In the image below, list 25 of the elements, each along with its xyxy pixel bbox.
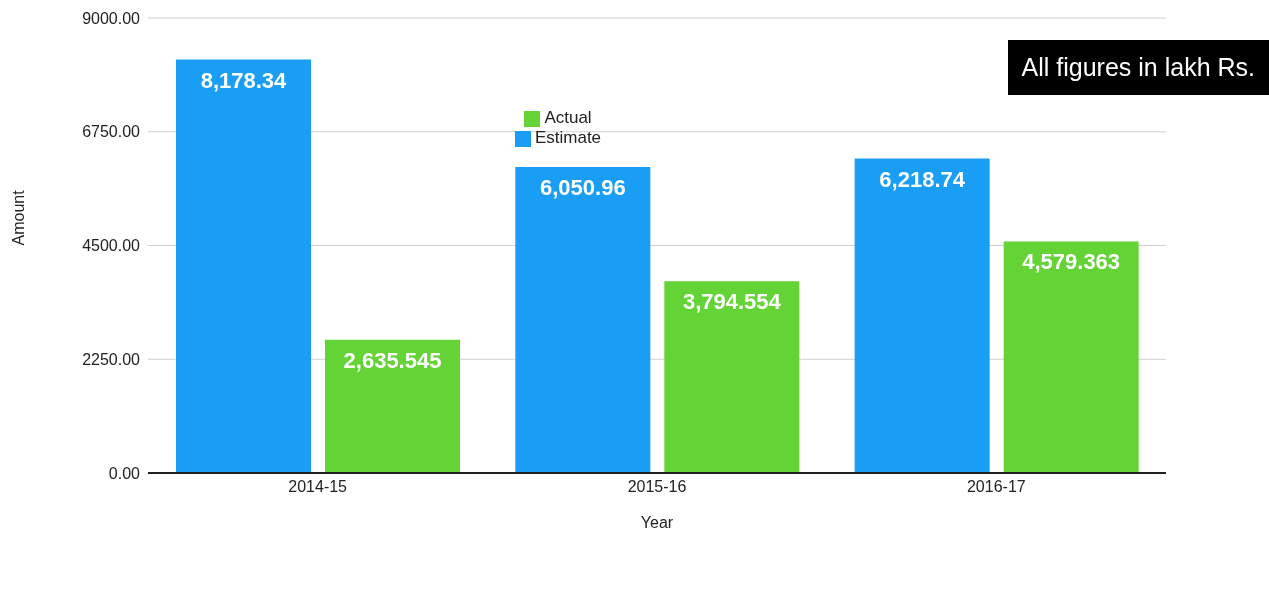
x-tick-label: 2014-15 xyxy=(288,478,348,496)
y-tick-label: 2250.00 xyxy=(82,350,141,368)
bar xyxy=(1003,241,1139,473)
y-tick-label: 9000.00 xyxy=(82,9,141,27)
y-axis-title: Amount xyxy=(9,189,27,246)
bar xyxy=(176,59,311,473)
bar xyxy=(515,167,651,473)
data-label: 6,218.74 xyxy=(879,166,966,192)
annotation: All figures in lakh Rs. xyxy=(1007,40,1269,95)
data-label: 6,050.96 xyxy=(540,175,626,201)
data-label: 8,178.34 xyxy=(200,67,288,93)
data-label: 4,579.363 xyxy=(1022,249,1121,275)
x-tick-label: 2015-16 xyxy=(627,478,687,496)
data-label: 2,635.545 xyxy=(343,347,442,373)
bar xyxy=(854,158,990,473)
x-tick-label: 2016-17 xyxy=(966,478,1026,496)
bar xyxy=(664,281,800,473)
legend-label: Estimate xyxy=(534,128,602,147)
x-axis-title: Year xyxy=(640,514,674,531)
legend-label: Actual xyxy=(544,108,592,127)
y-tick-label: 0.00 xyxy=(108,464,141,482)
y-tick-label: 6750.00 xyxy=(82,123,141,141)
bar xyxy=(325,339,460,473)
data-label: 3,794.554 xyxy=(682,289,782,315)
y-tick-label: 4500.00 xyxy=(82,237,141,255)
